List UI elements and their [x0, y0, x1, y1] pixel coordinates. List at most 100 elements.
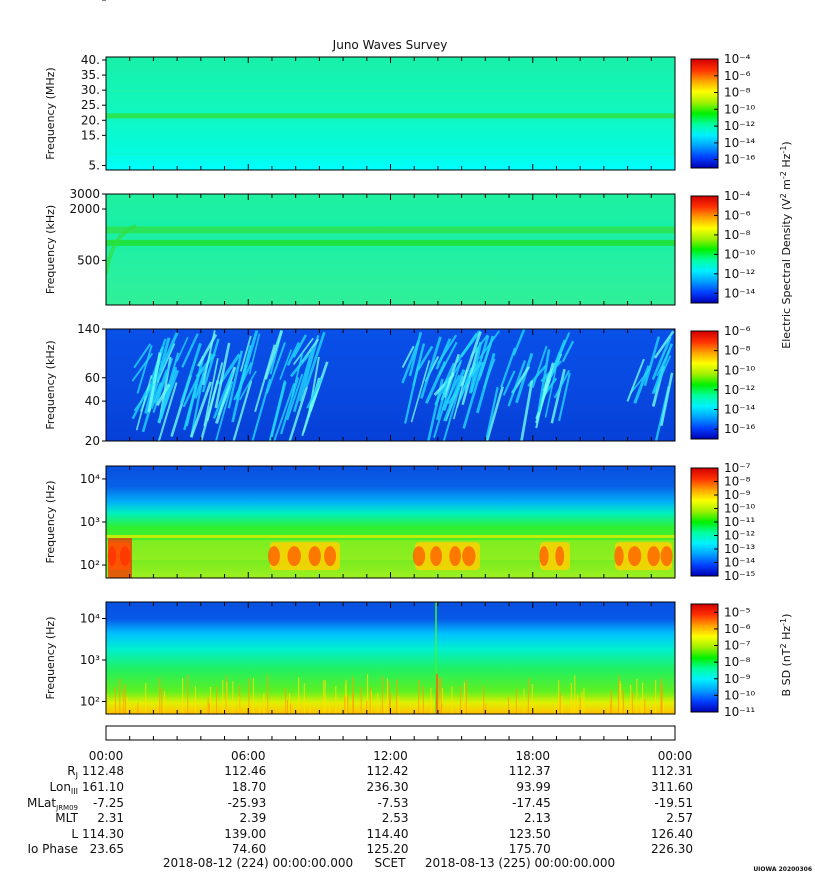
emission-line: [106, 534, 675, 538]
ephemeris-value: 139.00: [224, 827, 266, 841]
emission-blob: [412, 546, 426, 567]
ephemeris-value: 114.40: [367, 827, 409, 841]
ephemeris-value: 114.30: [82, 827, 124, 841]
emission-streak: [133, 383, 154, 412]
spectrogram-2: [106, 194, 675, 305]
colorbar: [690, 330, 719, 440]
y-tick-label: 40: [85, 394, 100, 408]
emission-blob: [324, 546, 337, 567]
ephemeris-value: 125.20: [367, 842, 409, 856]
y-tick-label: 25.: [81, 98, 100, 112]
colorbar-tick-label: 10⁻⁸: [724, 655, 751, 669]
scet-end-label: 2018-08-13 (225) 00:00:00.000: [425, 856, 615, 870]
y-axis-label: Frequency (Hz): [44, 617, 57, 700]
emission-streak: [155, 383, 171, 407]
ephemeris-value: 311.60: [651, 780, 693, 794]
emission-streak: [465, 361, 483, 384]
emission-streak: [273, 383, 296, 441]
y-tick-label: 20.: [81, 113, 100, 127]
emission-streak: [468, 341, 483, 394]
emission-streak: [408, 331, 423, 377]
y-tick-label: 10.: [81, 0, 100, 3]
colorbar-tick-label: 10⁻¹¹: [724, 705, 755, 719]
emission-streak: [478, 330, 500, 360]
y-axis-label: Frequency (Hz): [44, 481, 57, 564]
y-tick-label: 30.: [81, 83, 100, 97]
ephemeris-value: 236.30: [367, 780, 409, 794]
colorbar-tick-label: 10⁻¹⁰: [724, 363, 755, 377]
spectrogram-1: [106, 57, 675, 170]
time-label: 00:00: [658, 749, 693, 763]
spectrogram-3: [106, 329, 675, 441]
colorbar-tick-label: 10⁻⁶: [724, 622, 751, 636]
colorbar-tick-label: 10⁻⁸: [724, 344, 751, 358]
colorbar: [690, 58, 719, 169]
emission-streak: [433, 372, 455, 439]
emission-blob: [614, 546, 624, 567]
colorbar-tick-label: 10⁻⁶: [724, 208, 751, 222]
emission-streak: [176, 336, 189, 362]
emission-streak: [484, 386, 499, 441]
emission-blob: [108, 538, 132, 578]
emission-streak: [438, 341, 458, 377]
panel-3: 140 100 60 40 20 Frequency (kHz) 10⁻⁶ 10⁻⁸ 10⁻¹⁰…: [44, 0, 755, 448]
emission-streak: [531, 345, 548, 389]
emission-streak: [537, 349, 551, 413]
emission-streak: [227, 350, 243, 409]
emission-streak: [535, 362, 555, 424]
spectrogram-5: [106, 602, 675, 714]
emission-streak: [651, 336, 672, 380]
ephemeris-value: 93.99: [516, 780, 550, 794]
ephemeris-value: 126.40: [651, 827, 693, 841]
emission-streak: [239, 370, 257, 401]
emission-streak: [410, 360, 431, 423]
ephemeris-label: MLT: [55, 811, 78, 825]
emission-streak: [183, 384, 198, 431]
emission-streak: [232, 380, 253, 441]
y-tick-label: 10⁴: [80, 472, 100, 486]
colorbar-tick-label: 10⁻¹⁶: [724, 153, 755, 167]
ephemeris-value: 2.13: [524, 811, 551, 825]
ephemeris-value: -17.45: [512, 796, 551, 810]
emission-streak: [161, 352, 180, 409]
panel-4: 10⁴ 10³ 10² Frequency (Hz) 10⁻⁷10⁻⁸10⁻⁹10⁻¹⁰…: [44, 461, 755, 583]
emission-blob: [415, 542, 480, 571]
emission-streak: [286, 342, 301, 366]
y-axis-label: Frequency (MHz): [44, 67, 57, 159]
emission-streak: [286, 373, 304, 421]
emission-streak: [401, 345, 415, 369]
ephemeris-value: 2.39: [240, 811, 267, 825]
colorbar-tick-label: 10⁻¹⁴: [724, 403, 755, 417]
emission-streak: [288, 386, 308, 441]
emission-blob: [555, 546, 565, 567]
emission-streak: [156, 337, 171, 381]
emission-blob: [628, 546, 642, 567]
emission-streak: [643, 336, 661, 387]
y-tick-label: 35.: [81, 68, 100, 82]
y-tick-label: 5.: [89, 158, 100, 172]
emission-streak: [251, 378, 272, 441]
emission-band: [106, 113, 675, 119]
ephemeris-value: 226.30: [651, 842, 693, 856]
y-axis-label: Frequency (kHz): [44, 205, 57, 294]
emission-streak: [159, 366, 178, 420]
emission-blob: [268, 546, 280, 567]
ephemeris-value: 175.70: [509, 842, 551, 856]
chart-title: Juno Waves Survey: [332, 38, 448, 52]
emission-streak: [502, 370, 516, 396]
scet-start-label: 2018-08-12 (224) 00:00:00.000: [163, 856, 353, 870]
emission-streak: [131, 352, 154, 382]
colorbar-tick-label: 10⁻¹⁴: [724, 136, 755, 150]
emission-band: [106, 226, 675, 234]
emission-streak: [305, 331, 326, 388]
y-tick-label: 100: [77, 0, 100, 3]
low-frequency-band: [106, 540, 675, 561]
emission-streak: [279, 349, 293, 380]
ephemeris-value: 112.42: [367, 764, 409, 778]
time-axis: 00:00 06:00 12:00 18:00 00:00: [89, 725, 693, 763]
ephemeris-value: -19.51: [654, 796, 693, 810]
ephemeris-value: 123.50: [509, 827, 551, 841]
colorbar-tick-label: 10⁻⁷: [724, 461, 751, 475]
ephemeris-value: 18.70: [232, 780, 266, 794]
colorbar-tick-label: 10⁻¹²: [724, 529, 755, 543]
